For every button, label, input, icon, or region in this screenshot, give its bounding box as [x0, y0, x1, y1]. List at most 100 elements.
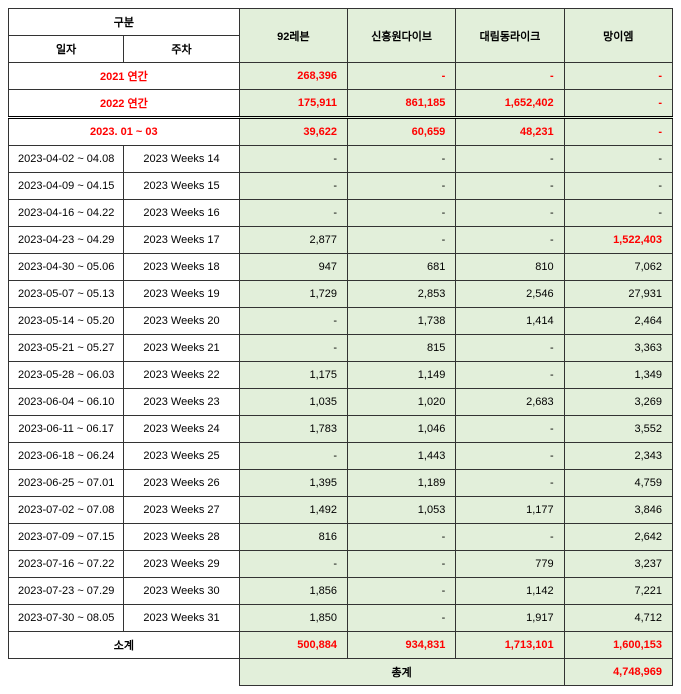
row-date: 2023-04-30 ~ 05.06: [9, 254, 124, 281]
row-v3: -: [456, 524, 564, 551]
row-date: 2023-06-18 ~ 06.24: [9, 443, 124, 470]
row-v2: 1,443: [348, 443, 456, 470]
row-v3: 1,142: [456, 578, 564, 605]
row-week: 2023 Weeks 18: [124, 254, 239, 281]
row-v4: 7,221: [564, 578, 672, 605]
row-week: 2023 Weeks 31: [124, 605, 239, 632]
row-v1: 1,783: [239, 416, 347, 443]
row-v3: -: [456, 173, 564, 200]
row-date: 2023-05-21 ~ 05.27: [9, 335, 124, 362]
row-v2: -: [348, 227, 456, 254]
row-date: 2023-07-09 ~ 07.15: [9, 524, 124, 551]
row-date: 2023-06-04 ~ 06.10: [9, 389, 124, 416]
row-date: 2023-07-02 ~ 07.08: [9, 497, 124, 524]
row-week: 2023 Weeks 27: [124, 497, 239, 524]
row-v2: -: [348, 146, 456, 173]
quarter-v2: 60,659: [348, 118, 456, 146]
quarter-v4: -: [564, 118, 672, 146]
annual-v2: -: [348, 63, 456, 90]
row-week: 2023 Weeks 30: [124, 578, 239, 605]
row-date: 2023-05-28 ~ 06.03: [9, 362, 124, 389]
row-week: 2023 Weeks 28: [124, 524, 239, 551]
row-v2: -: [348, 605, 456, 632]
header-col4: 망이엠: [564, 9, 672, 63]
row-v4: 3,363: [564, 335, 672, 362]
row-v2: -: [348, 578, 456, 605]
subtotal-v3: 1,713,101: [456, 632, 564, 659]
row-v1: 1,729: [239, 281, 347, 308]
quarter-v3: 48,231: [456, 118, 564, 146]
row-v3: -: [456, 443, 564, 470]
row-v3: 1,177: [456, 497, 564, 524]
row-week: 2023 Weeks 16: [124, 200, 239, 227]
row-v2: 1,020: [348, 389, 456, 416]
annual-v3: -: [456, 63, 564, 90]
row-v1: 947: [239, 254, 347, 281]
row-v1: 1,850: [239, 605, 347, 632]
row-week: 2023 Weeks 22: [124, 362, 239, 389]
header-col3: 대림동라이크: [456, 9, 564, 63]
row-v3: 2,546: [456, 281, 564, 308]
data-table: 구분 92레븐 신흥원다이브 대림동라이크 망이엠 일자 주차 2021 연간2…: [8, 8, 673, 686]
row-v2: -: [348, 173, 456, 200]
header-date: 일자: [9, 36, 124, 63]
row-v3: -: [456, 362, 564, 389]
annual-v4: -: [564, 63, 672, 90]
row-v3: 779: [456, 551, 564, 578]
quarter-v1: 39,622: [239, 118, 347, 146]
row-date: 2023-04-09 ~ 04.15: [9, 173, 124, 200]
row-v1: -: [239, 200, 347, 227]
row-v3: 2,683: [456, 389, 564, 416]
row-date: 2023-04-23 ~ 04.29: [9, 227, 124, 254]
row-v3: 1,917: [456, 605, 564, 632]
row-v4: 3,846: [564, 497, 672, 524]
header-category: 구분: [9, 9, 240, 36]
row-date: 2023-07-16 ~ 07.22: [9, 551, 124, 578]
row-v4: 2,343: [564, 443, 672, 470]
header-week: 주차: [124, 36, 239, 63]
row-v2: -: [348, 524, 456, 551]
row-v4: 7,062: [564, 254, 672, 281]
row-week: 2023 Weeks 14: [124, 146, 239, 173]
row-v3: -: [456, 335, 564, 362]
annual-label: 2021 연간: [9, 63, 240, 90]
row-v2: 1,149: [348, 362, 456, 389]
row-date: 2023-05-07 ~ 05.13: [9, 281, 124, 308]
row-v1: -: [239, 146, 347, 173]
row-v4: 1,522,403: [564, 227, 672, 254]
grandtotal-blank: [9, 659, 240, 686]
row-v3: -: [456, 200, 564, 227]
grandtotal-label: 총계: [239, 659, 564, 686]
row-v3: 810: [456, 254, 564, 281]
row-v1: 2,877: [239, 227, 347, 254]
row-v4: 1,349: [564, 362, 672, 389]
row-v4: 27,931: [564, 281, 672, 308]
row-v4: 3,237: [564, 551, 672, 578]
row-v2: 1,053: [348, 497, 456, 524]
row-v4: 2,642: [564, 524, 672, 551]
header-col2: 신흥원다이브: [348, 9, 456, 63]
row-v2: 2,853: [348, 281, 456, 308]
row-v4: 2,464: [564, 308, 672, 335]
row-week: 2023 Weeks 20: [124, 308, 239, 335]
row-v1: 1,175: [239, 362, 347, 389]
row-week: 2023 Weeks 19: [124, 281, 239, 308]
row-week: 2023 Weeks 23: [124, 389, 239, 416]
subtotal-v4: 1,600,153: [564, 632, 672, 659]
grandtotal-value: 4,748,969: [564, 659, 672, 686]
row-v1: 1,395: [239, 470, 347, 497]
row-v4: 3,269: [564, 389, 672, 416]
row-v2: -: [348, 200, 456, 227]
row-v1: 816: [239, 524, 347, 551]
row-v1: -: [239, 308, 347, 335]
row-week: 2023 Weeks 24: [124, 416, 239, 443]
row-v4: 3,552: [564, 416, 672, 443]
row-week: 2023 Weeks 29: [124, 551, 239, 578]
annual-v4: -: [564, 90, 672, 118]
row-date: 2023-06-11 ~ 06.17: [9, 416, 124, 443]
row-date: 2023-04-16 ~ 04.22: [9, 200, 124, 227]
row-v1: -: [239, 443, 347, 470]
annual-v2: 861,185: [348, 90, 456, 118]
row-date: 2023-07-23 ~ 07.29: [9, 578, 124, 605]
row-v4: 4,712: [564, 605, 672, 632]
